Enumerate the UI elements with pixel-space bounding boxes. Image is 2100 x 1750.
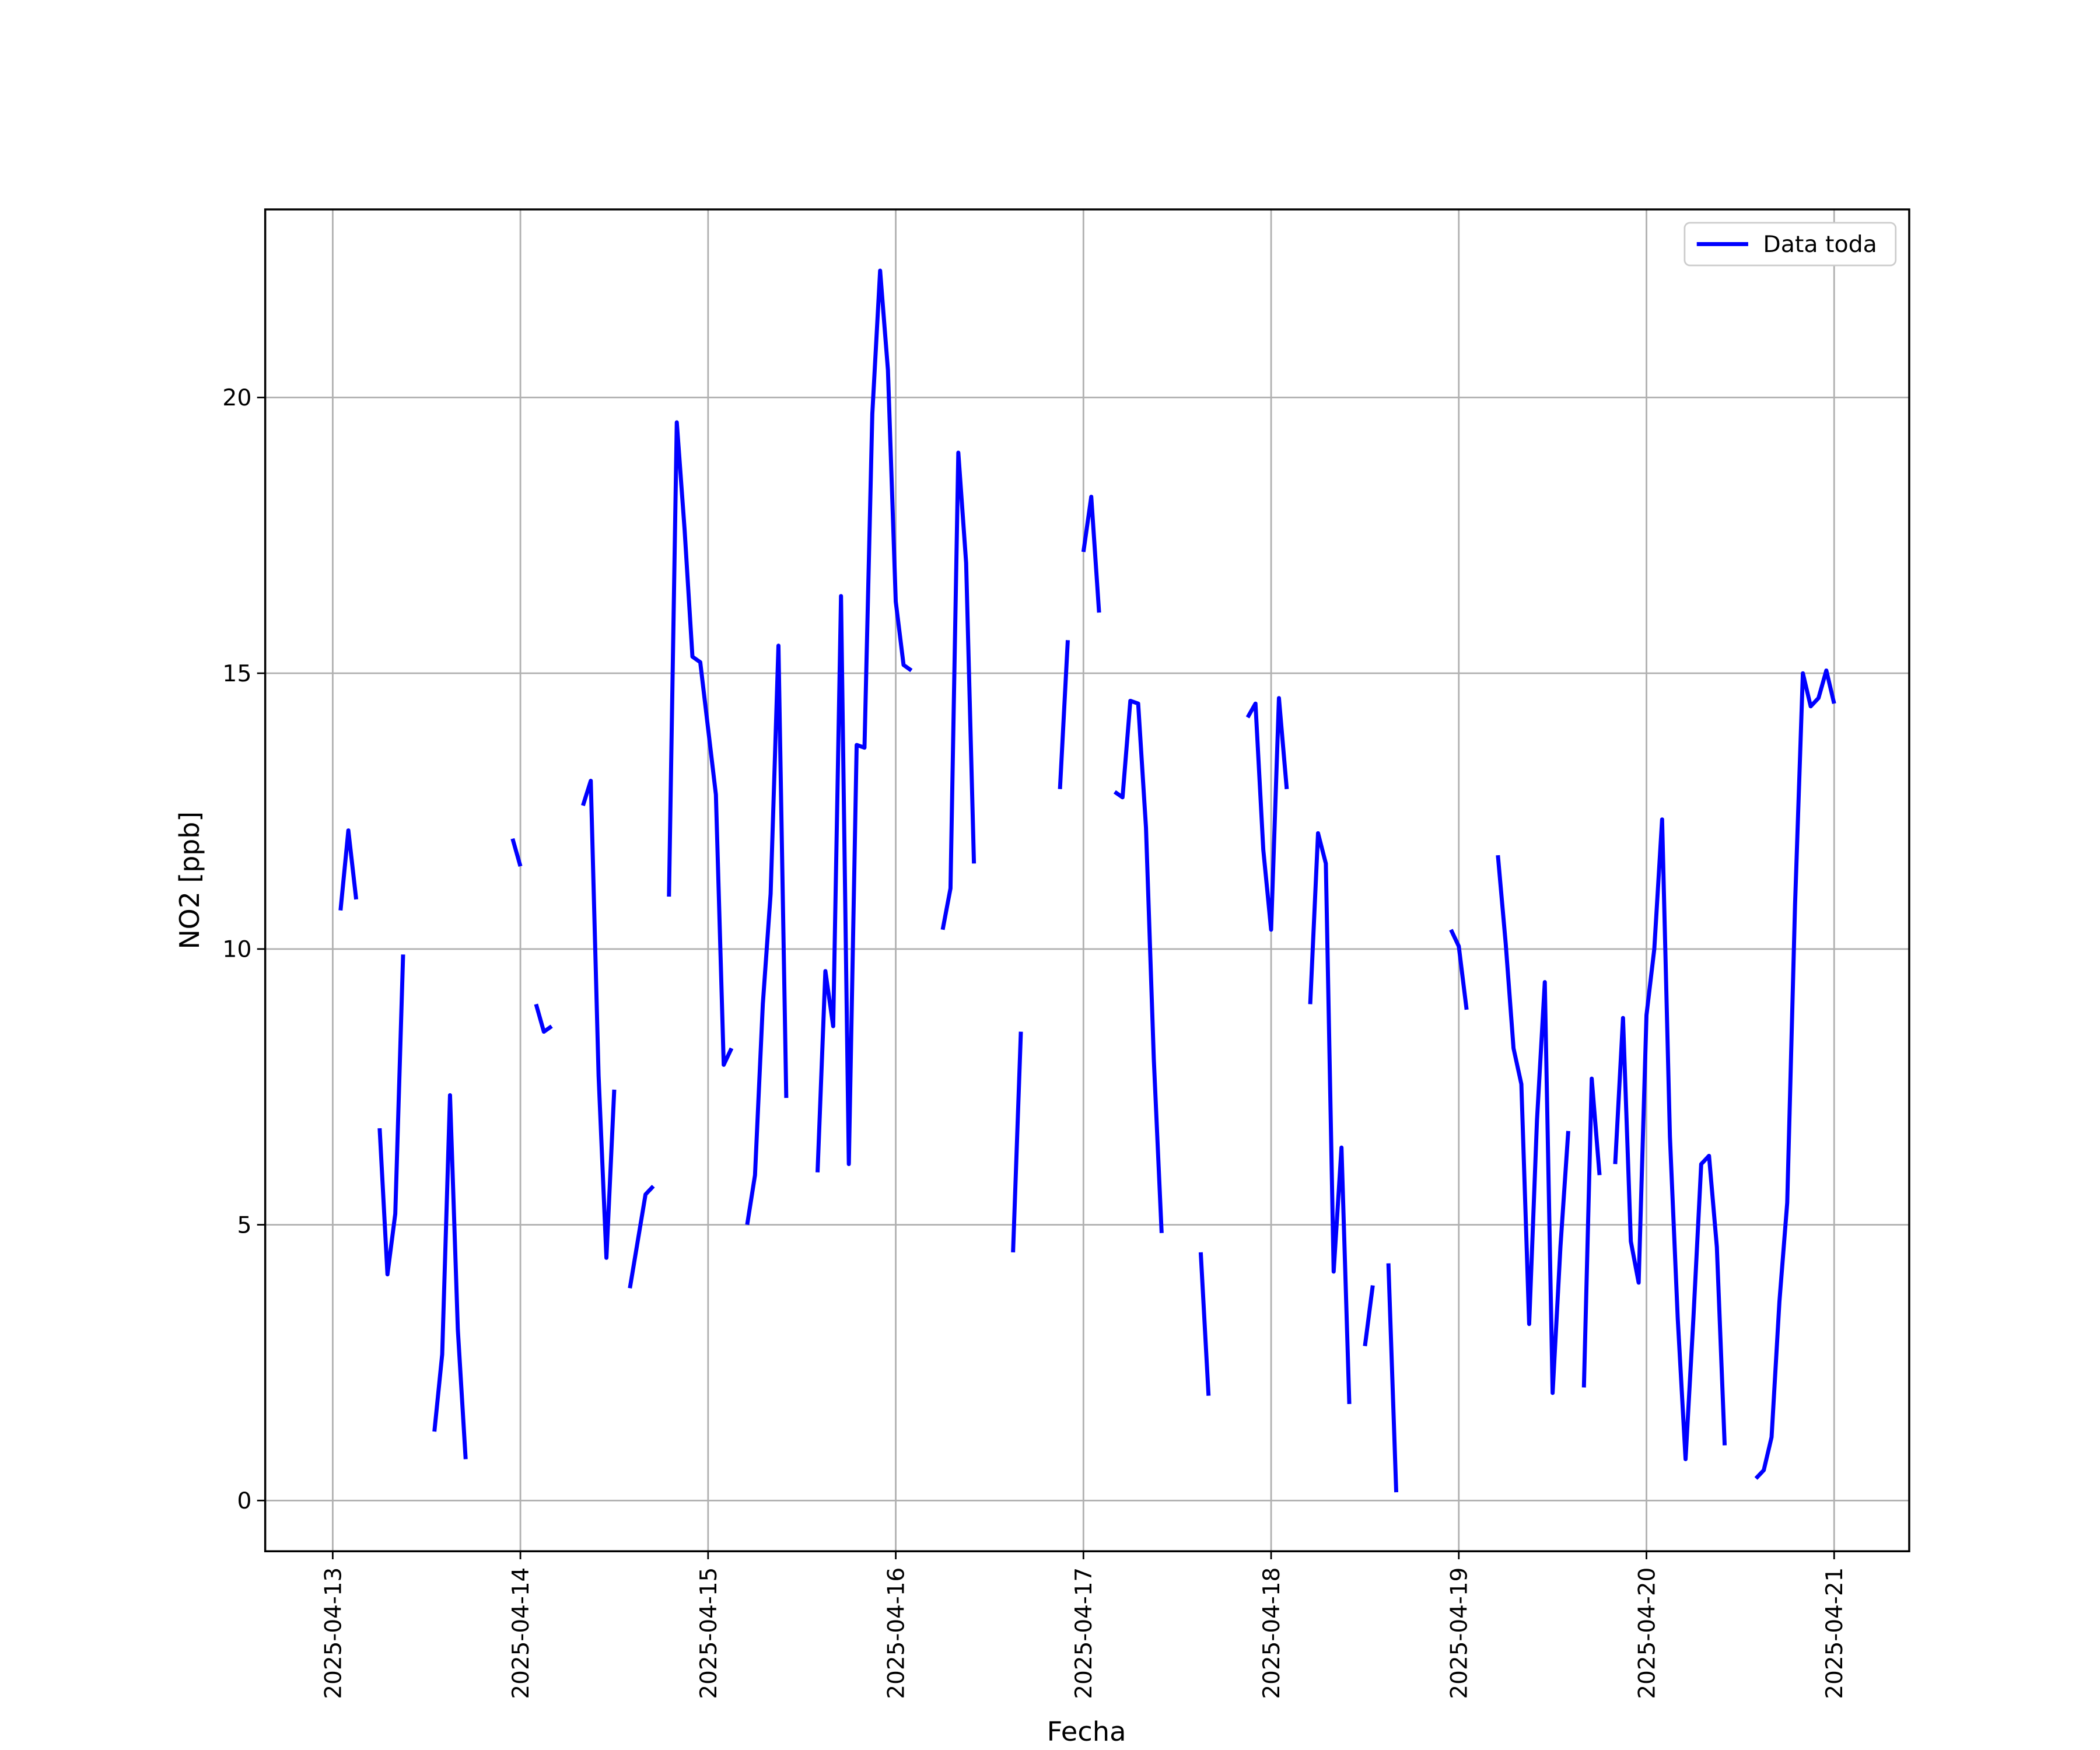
y-tick-label: 15: [222, 661, 251, 687]
plot-frame: [264, 208, 1910, 1553]
y-tick-label: 10: [222, 937, 251, 963]
y-tick-label: 0: [237, 1488, 251, 1514]
legend-box: [1684, 222, 1897, 267]
y-tick-label: 5: [237, 1213, 251, 1239]
x-tick-label: 2025-04-15: [696, 1567, 722, 1699]
x-tick-label: 2025-04-21: [1822, 1567, 1848, 1699]
x-tick-label: 2025-04-17: [1071, 1567, 1097, 1699]
x-tick-label: 2025-04-18: [1259, 1567, 1285, 1699]
data-line: [338, 268, 1836, 1493]
x-tick-label: 2025-04-13: [320, 1567, 346, 1699]
legend: Data toda: [1684, 222, 1897, 267]
legend-label: Data toda: [1763, 232, 1877, 258]
x-tick-label: 2025-04-16: [883, 1567, 909, 1699]
y-tick-label: 20: [222, 385, 251, 411]
x-tick-label: 2025-04-20: [1634, 1567, 1660, 1699]
x-axis-label: Fecha: [1047, 1716, 1126, 1747]
x-tick-label: 2025-04-14: [508, 1567, 534, 1699]
x-tick-label: 2025-04-19: [1446, 1567, 1472, 1699]
y-axis-label: NO2 [ppb]: [174, 811, 205, 950]
